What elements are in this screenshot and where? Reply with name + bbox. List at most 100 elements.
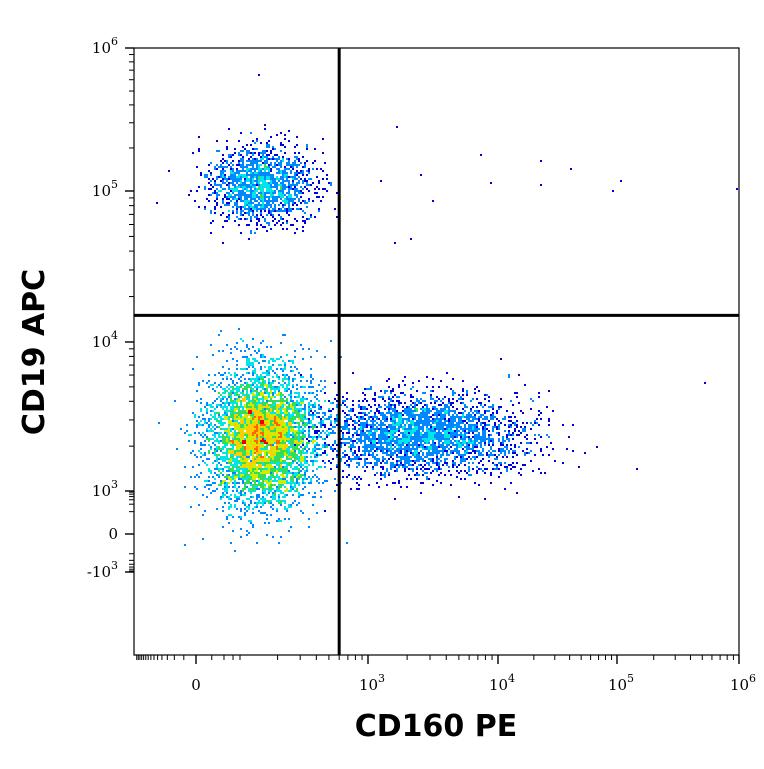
event-dot	[326, 418, 328, 420]
event-dot	[328, 408, 330, 410]
event-dot	[382, 434, 384, 436]
event-dot	[256, 388, 258, 390]
event-dot	[442, 452, 444, 454]
event-dot	[540, 412, 542, 414]
event-dot	[212, 434, 214, 436]
event-dot	[282, 412, 284, 414]
event-dot	[272, 432, 274, 434]
event-dot	[266, 146, 268, 148]
event-dot	[514, 444, 516, 446]
event-dot	[396, 436, 398, 438]
event-dot	[514, 430, 516, 432]
event-dot	[274, 456, 276, 458]
event-dot	[374, 404, 376, 406]
event-dot	[218, 462, 220, 464]
event-dot	[216, 432, 218, 434]
event-dot	[308, 184, 310, 186]
event-dot	[516, 420, 518, 422]
event-dot	[464, 464, 466, 466]
event-dot	[358, 458, 360, 460]
event-dot	[268, 492, 270, 494]
event-dot	[274, 496, 276, 498]
event-dot	[324, 188, 326, 190]
event-dot	[410, 410, 412, 412]
event-dot	[246, 382, 248, 384]
event-dot	[418, 452, 420, 454]
event-dot	[228, 436, 230, 438]
event-dot	[190, 434, 192, 436]
event-dot	[418, 420, 420, 422]
event-dot	[348, 466, 350, 468]
event-dot	[238, 450, 240, 452]
event-dot	[312, 414, 314, 416]
event-dot	[220, 394, 222, 396]
event-dot	[304, 200, 306, 202]
event-dot	[274, 204, 276, 206]
event-dot	[412, 410, 414, 412]
event-dot	[450, 388, 452, 390]
event-dot	[306, 188, 308, 190]
event-dot	[476, 440, 478, 442]
event-dot	[360, 434, 362, 436]
event-dot	[248, 386, 250, 388]
event-dot	[378, 428, 380, 430]
event-dot	[298, 182, 300, 184]
event-dot	[276, 168, 278, 170]
event-dot	[264, 418, 266, 420]
event-dot	[318, 430, 320, 432]
event-dot	[280, 410, 282, 412]
event-dot	[272, 360, 274, 362]
event-dot	[272, 176, 274, 178]
event-dot	[298, 158, 300, 160]
event-dot	[256, 474, 258, 476]
event-dot	[420, 414, 422, 416]
event-dot	[214, 448, 216, 450]
event-dot	[282, 474, 284, 476]
event-dot	[298, 152, 300, 154]
event-dot	[230, 168, 232, 170]
event-dot	[298, 492, 300, 494]
event-dot	[210, 404, 212, 406]
event-dot	[258, 398, 260, 400]
event-dot	[260, 152, 262, 154]
event-dot	[388, 450, 390, 452]
event-dot	[510, 444, 512, 446]
event-dot	[294, 426, 296, 428]
event-dot	[428, 454, 430, 456]
event-dot	[272, 166, 274, 168]
event-dot	[232, 478, 234, 480]
event-dot	[256, 396, 258, 398]
event-dot	[252, 416, 254, 418]
event-dot	[512, 434, 514, 436]
event-dot	[270, 396, 272, 398]
event-dot	[418, 474, 420, 476]
event-dot	[258, 488, 260, 490]
event-dot	[234, 174, 236, 176]
event-dot	[296, 136, 298, 138]
event-dot	[298, 200, 300, 202]
event-dot	[414, 406, 416, 408]
event-dot	[210, 484, 212, 486]
event-dot	[296, 396, 298, 398]
event-dot	[228, 372, 230, 374]
event-dot	[282, 186, 284, 188]
event-dot	[292, 474, 294, 476]
event-dot	[244, 148, 246, 150]
event-dot	[220, 458, 222, 460]
event-dot	[418, 440, 420, 442]
event-dot	[206, 480, 208, 482]
event-dot	[386, 444, 388, 446]
event-dot	[462, 448, 464, 450]
event-dot	[250, 500, 252, 502]
event-dot	[330, 420, 332, 422]
event-dot	[280, 144, 282, 146]
event-dot	[302, 230, 304, 232]
event-dot	[302, 478, 304, 480]
event-dot	[530, 442, 532, 444]
event-dot	[216, 464, 218, 466]
event-dot	[242, 158, 244, 160]
event-dot	[288, 180, 290, 182]
event-dot	[292, 454, 294, 456]
event-dot	[228, 522, 230, 524]
event-dot	[300, 398, 302, 400]
